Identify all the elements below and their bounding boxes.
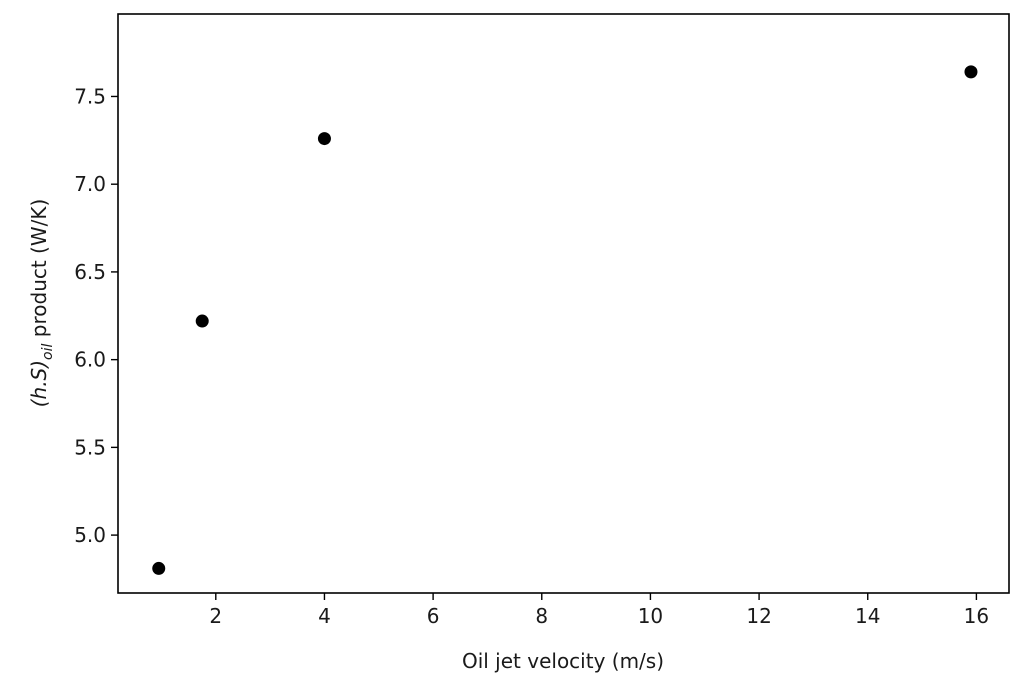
x-axis: 2 4 6 8 10 12 14 16 xyxy=(209,593,989,628)
y-tick-label: 7.0 xyxy=(74,172,106,196)
y-tick-label: 6.0 xyxy=(74,348,106,372)
data-point xyxy=(317,132,331,146)
x-tick-label: 6 xyxy=(427,604,440,628)
x-tick-label: 12 xyxy=(746,604,771,628)
data-point xyxy=(195,314,209,328)
x-tick-label: 16 xyxy=(964,604,989,628)
x-tick-label: 4 xyxy=(318,604,331,628)
x-tick-label: 14 xyxy=(855,604,880,628)
y-axis-label-subscript: oil xyxy=(40,343,56,359)
data-point xyxy=(964,65,978,79)
y-tick-label: 6.5 xyxy=(74,260,106,284)
y-tick-label: 5.5 xyxy=(74,435,106,459)
data-points xyxy=(152,65,978,575)
x-axis-label: Oil jet velocity (m/s) xyxy=(462,649,664,673)
y-axis: 5.0 5.5 6.0 6.5 7.0 7.5 xyxy=(74,84,118,547)
y-axis-label: (h.S)oil product (W/K) xyxy=(27,199,56,408)
y-tick-label: 5.0 xyxy=(74,523,106,547)
x-tick-label: 10 xyxy=(638,604,663,628)
y-axis-label-main: (h.S) xyxy=(27,360,51,407)
x-tick-label: 8 xyxy=(535,604,548,628)
plot-frame xyxy=(117,13,1010,594)
x-tick-label: 2 xyxy=(209,604,222,628)
data-point xyxy=(152,561,166,575)
y-tick-label: 7.5 xyxy=(74,84,106,108)
y-axis-label-suffix: product (W/K) xyxy=(27,199,51,344)
